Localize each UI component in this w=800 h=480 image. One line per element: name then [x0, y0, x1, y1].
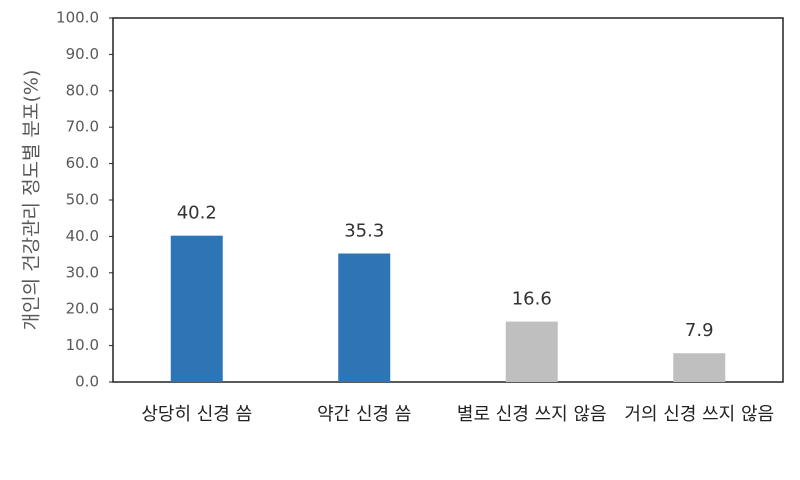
- bar: [338, 253, 391, 382]
- y-tick-label: 20.0: [66, 300, 99, 318]
- data-label: 16.6: [512, 289, 552, 310]
- y-tick-label: 10.0: [66, 336, 99, 354]
- data-label: 7.9: [685, 320, 714, 341]
- data-label: 40.2: [177, 203, 217, 224]
- x-tick-label: 거의 신경 쓰지 않음: [624, 404, 775, 425]
- y-tick-label: 70.0: [66, 118, 99, 136]
- y-tick-label: 0.0: [75, 373, 99, 391]
- y-tick-label: 30.0: [66, 263, 99, 281]
- y-tick-label: 40.0: [66, 227, 99, 245]
- x-tick-label: 약간 신경 씀: [317, 404, 412, 425]
- x-tick-label: 상당히 신경 씀: [141, 404, 253, 425]
- data-label: 35.3: [344, 221, 384, 242]
- y-tick-label: 60.0: [66, 154, 99, 172]
- y-tick-label: 90.0: [66, 45, 99, 63]
- x-tick-label: 별로 신경 쓰지 않음: [456, 404, 607, 425]
- y-tick-label: 100.0: [56, 9, 99, 27]
- y-tick-label: 80.0: [66, 81, 99, 99]
- bar: [505, 321, 558, 382]
- bar: [170, 235, 223, 382]
- bar: [673, 353, 726, 382]
- y-axis-title: 개인의 건강관리 정도별 분포(%): [21, 70, 43, 331]
- y-tick-label: 50.0: [66, 191, 99, 209]
